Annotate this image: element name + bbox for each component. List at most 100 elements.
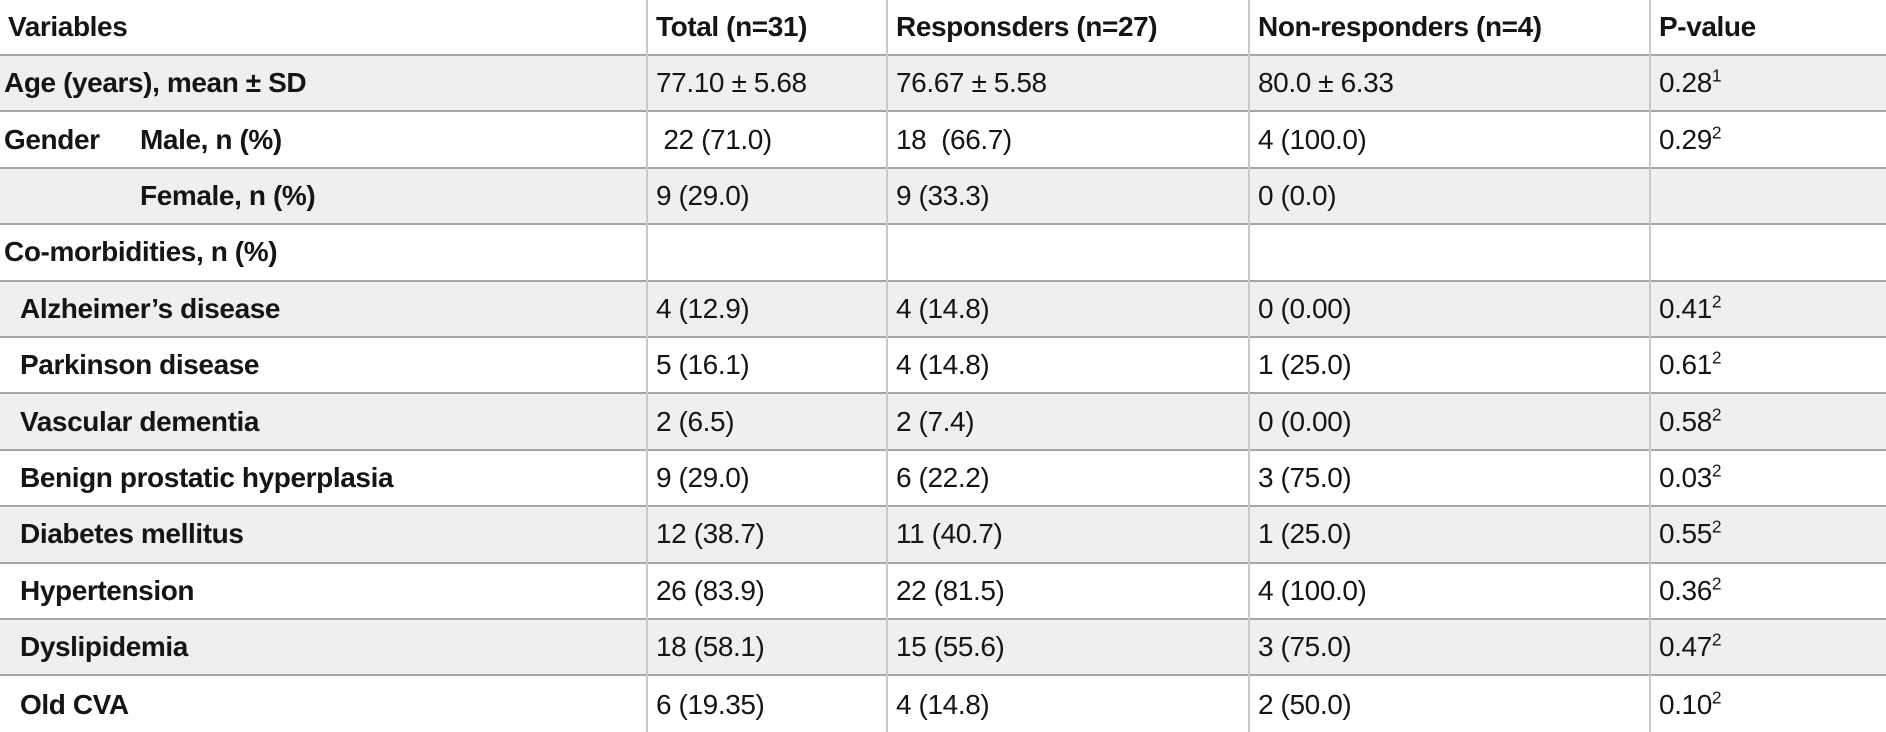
p-value-cell: 0.292: [1649, 111, 1886, 168]
footnote-marker: 2: [1711, 629, 1722, 650]
variable-cell: Vascular dementia: [0, 393, 647, 449]
total-cell: 12 (38.7): [646, 506, 887, 563]
total-cell: 77.10 ± 5.68: [646, 55, 887, 112]
total-cell: 5 (16.1): [646, 336, 887, 394]
non-responders-cell: 1 (25.0): [1248, 336, 1650, 394]
table-row: Vascular dementia 2 (6.5) 2 (7.4) 0 (0.00) 0…: [0, 393, 1886, 450]
responders-cell: 4 (14.8): [886, 336, 1249, 394]
variable-cell: Parkinson disease: [0, 337, 647, 393]
table-row: Alzheimer’s disease 4 (12.9) 4 (14.8) 0 (0.…: [0, 280, 1886, 337]
table-header: Variables Total (n=31) Responsders (n=27…: [0, 0, 1886, 55]
footnote-marker: 2: [1711, 573, 1722, 594]
responders-cell: 4 (14.8): [886, 675, 1249, 732]
non-responders-cell: 0 (0.0): [1248, 167, 1650, 225]
footnote-marker: 2: [1711, 687, 1722, 708]
p-value-cell: [1649, 167, 1886, 225]
variable-label: Co-morbidities, n (%): [4, 236, 278, 268]
table-row: Diabetes mellitus 12 (38.7) 11 (40.7) 1 (25…: [0, 506, 1886, 563]
footnote-marker: 2: [1711, 291, 1722, 312]
non-responders-cell: 0 (0.00): [1248, 393, 1650, 450]
responders-cell: 11 (40.7): [886, 506, 1249, 563]
table-row: Age (years), mean ± SD 77.10 ± 5.68 76.67 …: [0, 55, 1886, 112]
responders-cell: 2 (7.4): [886, 393, 1249, 450]
total-cell: [646, 224, 887, 281]
variable-cell: Dyslipidemia: [0, 619, 647, 675]
non-responders-cell: 2 (50.0): [1248, 675, 1650, 732]
p-value: 0.29: [1659, 123, 1712, 155]
column-header-variables: Variables: [8, 11, 128, 42]
variable-label: Female, n (%): [140, 179, 316, 211]
variable-label: Male, n (%): [140, 123, 282, 155]
variable-label: Old CVA: [20, 688, 129, 720]
p-value: 0.03: [1659, 461, 1712, 493]
p-value-cell: 0.472: [1649, 618, 1886, 676]
non-responders-cell: 4 (100.0): [1248, 562, 1650, 619]
column-header-total: Total (n=31): [646, 0, 887, 55]
variable-cell: Benign prostatic hyperplasia: [0, 450, 647, 506]
variable-cell: Age (years), mean ± SD: [0, 55, 647, 111]
table-row: Benign prostatic hyperplasia 9 (29.0) 6 (2…: [0, 449, 1886, 507]
footnote-marker: 1: [1711, 65, 1722, 86]
responders-cell: 76.67 ± 5.58: [886, 55, 1249, 112]
variable-cell: Gender Male, n (%): [0, 111, 647, 167]
header-row: Variables Total (n=31) Responsders (n=27…: [0, 0, 1886, 55]
footnote-marker: 2: [1711, 404, 1722, 425]
p-value-cell: [1649, 224, 1886, 281]
variable-label: Alzheimer’s disease: [20, 292, 281, 324]
p-value: 0.55: [1659, 518, 1712, 550]
variable-cell: Hypertension: [0, 563, 647, 619]
p-value: 0.10: [1659, 688, 1712, 720]
p-value: 0.28: [1659, 67, 1712, 99]
table-row: Dyslipidemia 18 (58.1) 15 (55.6) 3 (75.0) 0.…: [0, 618, 1886, 676]
variable-label: Diabetes mellitus: [20, 518, 244, 550]
responders-cell: 4 (14.8): [886, 280, 1249, 337]
table-row: Co-morbidities, n (%): [0, 224, 1886, 281]
total-cell: 18 (58.1): [646, 618, 887, 676]
variable-label: Dyslipidemia: [20, 631, 188, 663]
footnote-marker: 2: [1711, 460, 1722, 481]
non-responders-cell: 4 (100.0): [1248, 111, 1650, 168]
non-responders-cell: 80.0 ± 6.33: [1248, 55, 1650, 112]
p-value-cell: 0.281: [1649, 55, 1886, 112]
responders-cell: 9 (33.3): [886, 167, 1249, 225]
variable-label: Benign prostatic hyperplasia: [20, 461, 394, 493]
total-cell: 22 (71.0): [646, 111, 887, 168]
table-row: Gender Male, n (%) 22 (71.0) 18 (66.7) 4 (1…: [0, 111, 1886, 168]
p-value-cell: 0.412: [1649, 280, 1886, 337]
column-header-responders: Responsders (n=27): [886, 0, 1249, 55]
table-row: Old CVA 6 (19.35) 4 (14.8) 2 (50.0) 0.102: [0, 675, 1886, 732]
p-value: 0.58: [1659, 405, 1712, 437]
p-value-cell: 0.102: [1649, 675, 1886, 732]
variable-cell: Alzheimer’s disease: [0, 281, 647, 337]
responders-cell: 6 (22.2): [886, 449, 1249, 507]
variable-cell: Old CVA: [0, 675, 647, 732]
non-responders-cell: 3 (75.0): [1248, 618, 1650, 676]
variable-label: Parkinson disease: [20, 349, 260, 381]
variable-label: Hypertension: [20, 574, 195, 606]
variable-label: Age (years), mean ± SD: [4, 67, 307, 99]
responders-cell: 22 (81.5): [886, 562, 1249, 619]
non-responders-cell: 3 (75.0): [1248, 449, 1650, 507]
responders-cell: 18 (66.7): [886, 111, 1249, 168]
table-row: Parkinson disease 5 (16.1) 4 (14.8) 1 (25.0…: [0, 336, 1886, 394]
variable-cell: Diabetes mellitus: [0, 506, 647, 562]
variable-group-label: Gender: [4, 123, 100, 155]
non-responders-cell: 1 (25.0): [1248, 506, 1650, 563]
footnote-marker: 2: [1711, 122, 1722, 143]
total-cell: 6 (19.35): [646, 675, 887, 732]
p-value: 0.47: [1659, 631, 1712, 663]
total-cell: 9 (29.0): [646, 449, 887, 507]
column-header-non-responders: Non-responders (n=4): [1248, 0, 1650, 55]
p-value: 0.36: [1659, 574, 1712, 606]
p-value: 0.41: [1659, 292, 1712, 324]
p-value: 0.61: [1659, 349, 1712, 381]
table-row: Female, n (%) 9 (29.0) 9 (33.3) 0 (0.0): [0, 167, 1886, 225]
table-body: Age (years), mean ± SD 77.10 ± 5.68 76.67 …: [0, 55, 1886, 732]
responders-cell: 15 (55.6): [886, 618, 1249, 676]
column-header-p-value: P-value: [1649, 0, 1886, 55]
variable-cell: Female, n (%): [0, 168, 647, 224]
p-value-cell: 0.362: [1649, 562, 1886, 619]
responders-cell: [886, 224, 1249, 281]
